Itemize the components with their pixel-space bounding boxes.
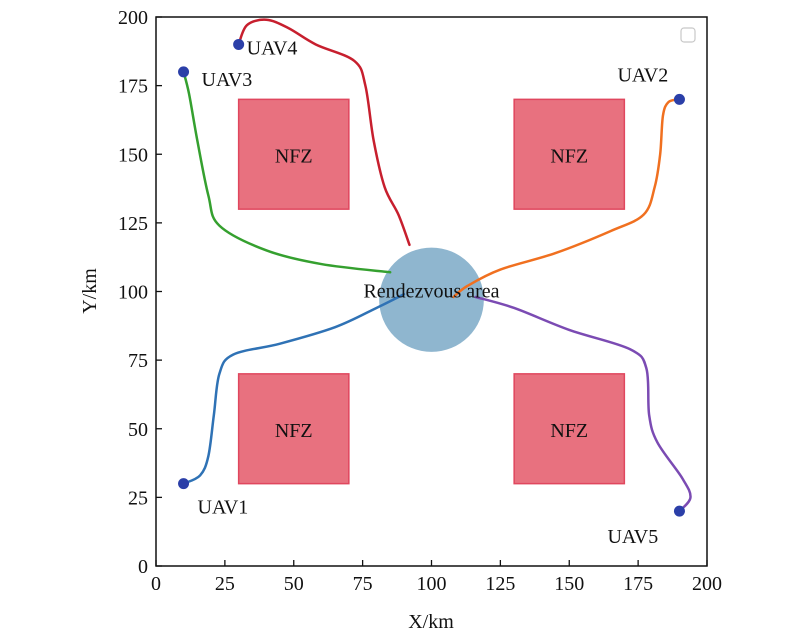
uav-start-marker	[673, 505, 685, 517]
no-fly-zone-label: NFZ	[275, 145, 313, 167]
rendezvous-area	[379, 247, 484, 352]
uav-label: UAV1	[198, 497, 249, 519]
uav-start-marker	[673, 93, 685, 105]
no-fly-zones: NFZ NFZ NFZ NFZ	[237, 98, 626, 485]
no-fly-zone-label: NFZ	[550, 420, 588, 442]
uav-paths: UAV1 UAV2 UAV3 UAV4 UAV5 Rendezvous area	[178, 18, 692, 548]
uav-label: UAV2	[617, 64, 668, 86]
no-fly-zone	[237, 98, 350, 210]
y-tick-label: 50	[128, 419, 148, 441]
x-tick-label: 125	[485, 573, 515, 595]
y-tick-label: 150	[118, 144, 148, 166]
rendezvous-label: Rendezvous area	[363, 281, 499, 303]
no-fly-zone	[513, 373, 626, 485]
uav-label: UAV5	[607, 526, 658, 548]
x-axis-label: X/km	[408, 611, 454, 633]
uav-path-uav5	[474, 295, 692, 513]
no-fly-zone-label: NFZ	[275, 420, 313, 442]
x-tick-label: 50	[284, 573, 304, 595]
uav-path-uav2	[452, 98, 681, 299]
y-tick-label: 100	[118, 282, 148, 304]
y-tick-label: 200	[118, 7, 148, 29]
x-tick-label: 0	[151, 573, 161, 595]
x-tick-label: 150	[554, 573, 584, 595]
x-tick-label: 75	[353, 573, 373, 595]
y-tick-label: 175	[118, 76, 148, 98]
no-fly-zone-label: NFZ	[550, 145, 588, 167]
no-fly-zone	[237, 373, 350, 485]
x-tick-label: 100	[417, 573, 447, 595]
y-tick-label: 0	[138, 556, 148, 578]
uav-path-uav1	[182, 292, 406, 485]
x-tick-label: 25	[215, 573, 235, 595]
rendezvous-circle	[379, 247, 484, 352]
uav-path-uav3	[182, 70, 392, 274]
legend-box	[680, 27, 696, 43]
y-tick-label: 75	[128, 350, 148, 372]
y-axis-label: Y/km	[79, 268, 101, 314]
x-tick-label: 200	[692, 573, 722, 595]
no-fly-zone	[513, 98, 626, 210]
axes: 0 25 50 75 100 125 150 175 200 0 25 50 75 100 125 150 17…	[118, 7, 722, 595]
uav-start-marker	[178, 478, 190, 490]
uav-path-uav4	[237, 18, 411, 247]
uav-start-marker	[178, 66, 190, 78]
uav-start-marker	[233, 38, 245, 50]
uav-label: UAV4	[247, 37, 298, 59]
y-tick-label: 25	[128, 487, 148, 509]
uav-label: UAV3	[202, 69, 253, 91]
x-tick-label: 175	[623, 573, 653, 595]
y-tick-label: 125	[118, 213, 148, 235]
